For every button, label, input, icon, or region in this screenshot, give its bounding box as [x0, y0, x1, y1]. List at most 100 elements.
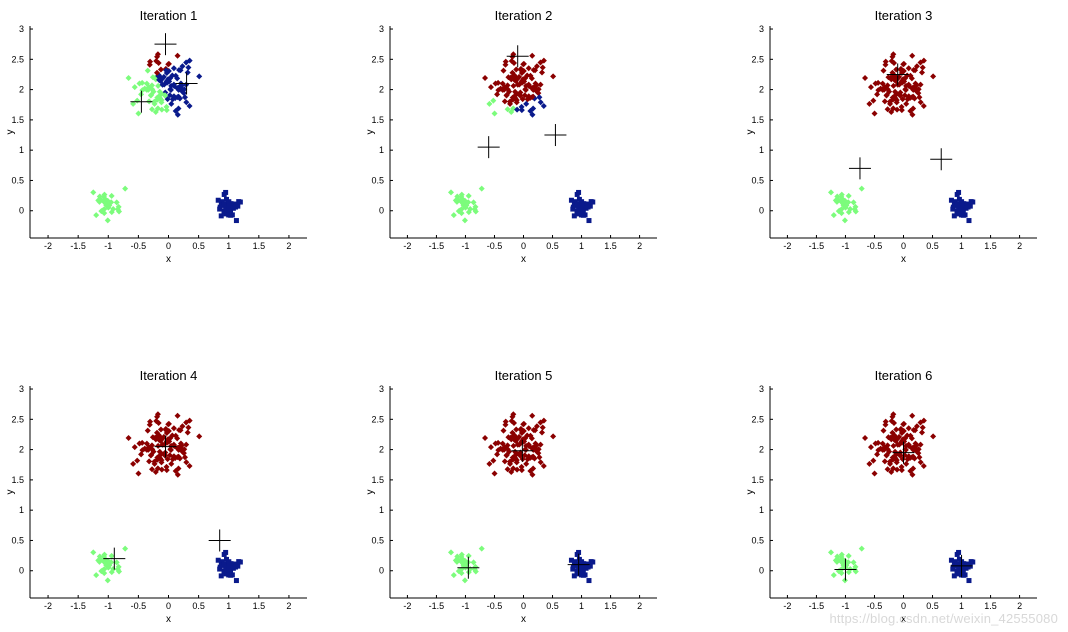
- y-tick-label: 0.5: [371, 535, 384, 545]
- x-tick-label: 0.5: [546, 241, 559, 251]
- y-tick-label: 2.5: [371, 414, 384, 424]
- data-point: [175, 105, 182, 112]
- data-point: [101, 206, 108, 213]
- data-point: [920, 417, 927, 424]
- data-point-square: [230, 565, 236, 571]
- data-point: [901, 92, 908, 99]
- data-point: [830, 572, 837, 579]
- data-point: [486, 460, 493, 467]
- data-point-square: [574, 201, 580, 207]
- data-point-square: [954, 561, 960, 567]
- data-point: [186, 103, 193, 110]
- data-point: [871, 110, 878, 117]
- y-tick-label: 2.5: [751, 414, 764, 424]
- centroid-marker: [154, 33, 177, 56]
- data-point-square: [970, 199, 976, 205]
- data-point-square: [970, 559, 976, 565]
- y-tick-label: 3: [19, 384, 24, 394]
- y-tick-label: 1.5: [751, 115, 764, 125]
- data-point: [518, 67, 525, 74]
- data-point: [506, 88, 513, 95]
- data-point-square: [219, 199, 225, 205]
- data-point: [530, 105, 537, 112]
- data-point-square: [215, 557, 221, 563]
- data-point: [519, 79, 526, 86]
- data-point: [458, 206, 465, 213]
- y-tick-label: 2: [759, 85, 764, 95]
- y-tick-label: 1: [19, 505, 24, 515]
- data-point-square: [226, 559, 232, 565]
- x-tick-label: -2: [783, 601, 791, 611]
- data-point: [125, 74, 132, 81]
- data-point-square: [221, 208, 227, 214]
- y-tick-label: 1.5: [751, 475, 764, 485]
- data-point: [838, 206, 845, 213]
- data-point: [910, 427, 917, 434]
- data-point: [145, 86, 152, 93]
- x-tick-label: -1.5: [809, 601, 825, 611]
- data-point-square: [579, 563, 585, 569]
- data-point: [101, 566, 108, 573]
- data-point-square: [215, 197, 221, 203]
- data-point: [893, 426, 900, 433]
- data-point: [843, 202, 850, 209]
- data-point-square: [233, 201, 239, 207]
- x-tick-label: 0: [521, 241, 526, 251]
- data-point: [177, 440, 184, 447]
- data-point: [533, 63, 540, 70]
- data-point: [113, 199, 120, 206]
- data-point: [174, 52, 181, 59]
- y-tick-label: 0.5: [751, 175, 764, 185]
- data-point: [917, 459, 924, 466]
- data-point: [540, 417, 547, 424]
- data-point: [154, 69, 161, 76]
- y-tick-label: 2.5: [11, 414, 24, 424]
- data-point: [450, 572, 457, 579]
- data-point: [162, 92, 169, 99]
- x-axis-label: x: [521, 254, 526, 265]
- x-tick-label: 0.5: [926, 241, 939, 251]
- data-point: [900, 421, 907, 428]
- data-point: [136, 440, 143, 447]
- data-point-square: [223, 565, 229, 571]
- data-point: [843, 562, 850, 569]
- y-tick-label: 3: [379, 384, 384, 394]
- data-point: [505, 434, 512, 441]
- data-point-square: [959, 212, 965, 218]
- data-point: [130, 460, 137, 467]
- data-point: [175, 446, 182, 453]
- data-point: [110, 205, 117, 212]
- data-point: [467, 205, 474, 212]
- centroid-marker: [477, 136, 500, 159]
- data-point: [175, 465, 182, 472]
- x-tick-label: 1.5: [604, 241, 617, 251]
- data-point-square: [233, 578, 239, 584]
- data-point: [509, 429, 516, 436]
- y-tick-label: 3: [19, 24, 24, 34]
- data-point-square: [570, 206, 576, 212]
- data-point: [930, 73, 937, 80]
- data-point: [125, 434, 132, 441]
- data-point: [157, 426, 164, 433]
- subplot-title: Iteration 6: [875, 368, 933, 383]
- data-point: [908, 435, 915, 442]
- y-tick-label: 3: [759, 24, 764, 34]
- data-point: [184, 429, 191, 436]
- data-point-square: [582, 212, 588, 218]
- data-point: [510, 442, 517, 449]
- data-point: [881, 458, 888, 465]
- data-point: [915, 86, 922, 93]
- y-tick-label: 1.5: [371, 115, 384, 125]
- subplot-title: Iteration 5: [495, 368, 553, 383]
- data-point: [850, 199, 857, 206]
- x-tick-label: -2: [44, 241, 52, 251]
- centroid-marker: [886, 63, 909, 86]
- x-tick-label: -2: [44, 601, 52, 611]
- data-point: [536, 94, 543, 101]
- subplot-title: Iteration 1: [140, 8, 198, 23]
- y-axis-label: y: [365, 490, 376, 495]
- data-point: [131, 444, 138, 451]
- data-point: [920, 57, 927, 64]
- data-point-square: [571, 573, 577, 579]
- data-point-square: [583, 205, 589, 211]
